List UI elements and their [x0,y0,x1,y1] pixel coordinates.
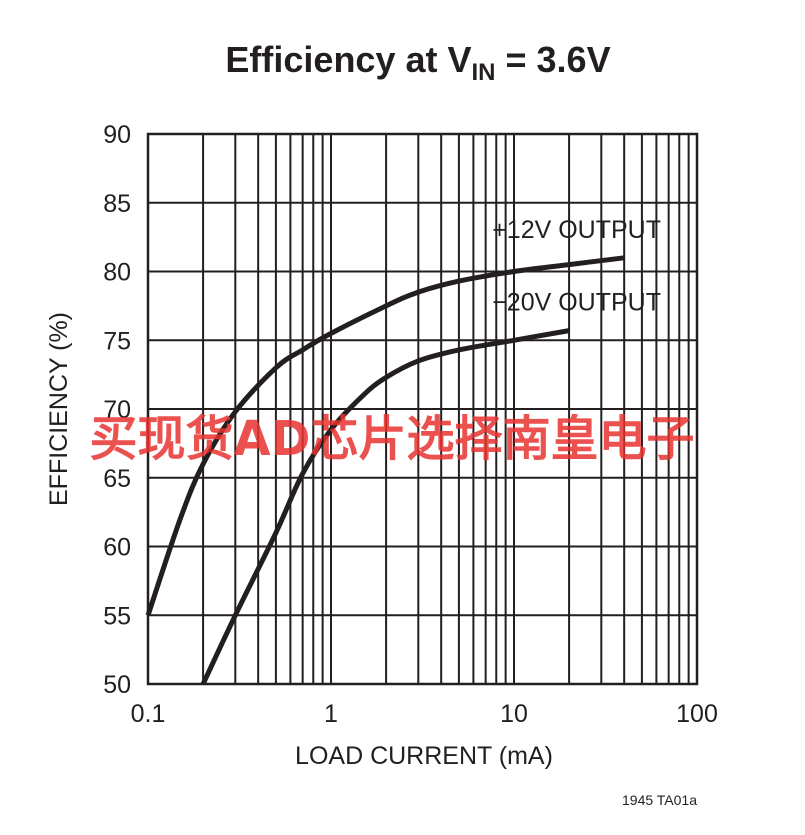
x-tick-label: 1 [324,700,338,728]
y-tick-label: 60 [103,534,131,562]
y-tick-label: 50 [103,671,131,699]
plot-frame [146,132,699,686]
y-axis-label: EFFICIENCY (%) [45,312,73,506]
series-line-0 [145,255,625,617]
y-tick-label: 85 [103,190,131,218]
y-tick-label: 90 [103,121,131,149]
y-tick-labels: 50 55 60 65 70 75 80 85 90 [103,121,131,699]
series-curves [145,255,625,686]
watermark: 买现货AD芯片选择南皇电子 [90,411,695,467]
grid-lines [148,134,697,684]
x-tick-label: 0.1 [131,700,166,728]
y-tick-label: 65 [103,465,131,493]
x-tick-label: 10 [500,700,528,728]
series-line-1 [200,328,570,686]
x-tick-label: 100 [676,700,718,728]
y-tick-label: 55 [103,602,131,630]
series-label-0: +12V OUTPUT [492,216,661,244]
x-tick-labels: 0.1 1 10 100 [131,700,718,728]
series-label-1: −20V OUTPUT [492,289,661,317]
y-tick-label: 80 [103,259,131,287]
figure-id: 1945 TA01a [622,792,697,808]
y-tick-label: 70 [103,396,131,424]
chart-title: Efficiency at VIN = 3.6V [225,39,610,86]
y-tick-label: 75 [103,327,131,355]
series-labels: +12V OUTPUT −20V OUTPUT [492,216,661,317]
x-axis-label: LOAD CURRENT (mA) [295,742,553,770]
